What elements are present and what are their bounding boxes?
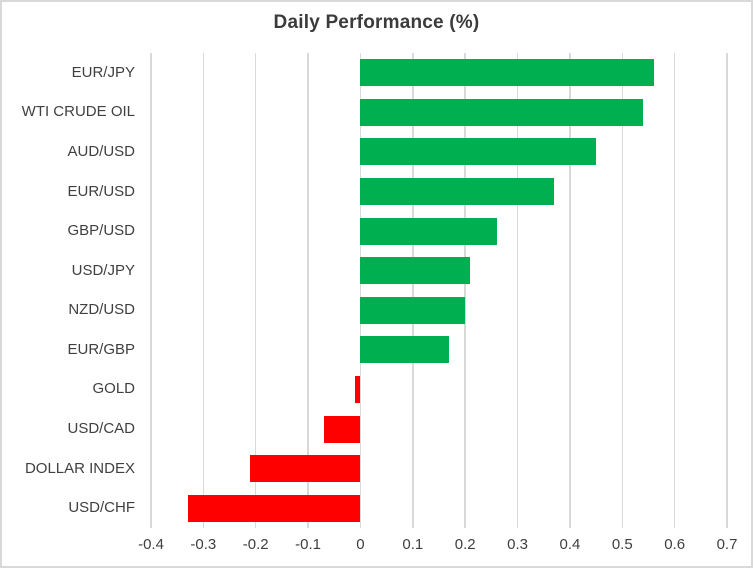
- bar-usd-chf: [187, 494, 361, 522]
- x-tick-label: 0.7: [716, 536, 738, 553]
- bar-usd-cad: [323, 415, 361, 443]
- bar-eur-jpy: [360, 59, 654, 87]
- bar-dollar-index: [250, 455, 361, 483]
- bar-gold: [355, 375, 361, 403]
- x-tick-label: -0.2: [242, 536, 269, 553]
- gridline: [254, 53, 257, 528]
- gridline: [516, 53, 519, 528]
- category-axis: EUR/JPY WTI CRUDE OIL AUD/USD EUR/USD GBP/US…: [2, 53, 135, 528]
- category-label: NZD/USD: [68, 301, 135, 319]
- category-label: EUR/GBP: [67, 340, 135, 358]
- gridline: [307, 53, 309, 528]
- category-label: USD/JPY: [71, 261, 135, 279]
- bar-usd-jpy: [360, 257, 471, 285]
- gridline: [621, 53, 624, 528]
- bar-gbp-usd: [360, 217, 497, 245]
- gridline: [464, 53, 466, 528]
- category-label: GBP/USD: [67, 222, 135, 240]
- bar-aud-usd: [360, 138, 597, 166]
- category-label: EUR/USD: [67, 182, 135, 200]
- category-label: GOLD: [92, 380, 135, 398]
- category-label: WTI CRUDE OIL: [21, 103, 135, 121]
- gridline: [202, 53, 205, 528]
- bar-eur-usd: [360, 178, 555, 206]
- x-tick-label: 0.1: [402, 536, 424, 553]
- x-tick-label: 0.5: [611, 536, 633, 553]
- chart-title: Daily Performance (%): [273, 12, 480, 33]
- gridline: [412, 53, 414, 528]
- gridline: [150, 53, 152, 528]
- bar-eur-gbp: [360, 336, 450, 364]
- bar-nzd-usd: [360, 296, 466, 324]
- gridline: [359, 53, 362, 528]
- x-tick-label: -0.1: [295, 536, 322, 553]
- category-label: USD/CHF: [68, 499, 135, 517]
- category-label: DOLLAR INDEX: [24, 459, 135, 477]
- x-tick-label: -0.3: [190, 536, 217, 553]
- x-tick-label: 0.2: [454, 536, 476, 553]
- gridline: [673, 53, 676, 528]
- bar-wti-crude-oil: [360, 98, 644, 126]
- x-tick-label: 0.4: [559, 536, 581, 553]
- x-tick-label: 0.3: [507, 536, 528, 553]
- x-tick-label: -0.4: [138, 536, 164, 553]
- category-label: AUD/USD: [67, 142, 135, 160]
- gridline: [726, 53, 728, 528]
- category-label: EUR/JPY: [71, 63, 135, 81]
- category-label: USD/CAD: [67, 420, 135, 438]
- plot-area: [150, 53, 728, 528]
- gridline: [569, 53, 571, 528]
- x-tick-label: 0.6: [664, 536, 686, 553]
- x-tick-label: 0: [356, 536, 365, 553]
- value-axis: -0.4 -0.3 -0.2 -0.1 0 0.1 0.2 0.3 0.4 0.5 0.6 0.7: [2, 536, 751, 558]
